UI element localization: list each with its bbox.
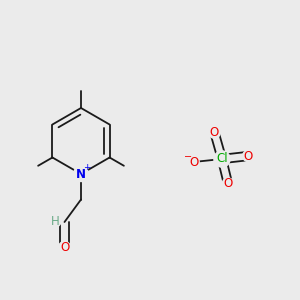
Circle shape	[214, 151, 230, 167]
Circle shape	[74, 167, 88, 182]
Text: Cl: Cl	[216, 152, 228, 166]
Circle shape	[188, 156, 199, 168]
Text: +: +	[83, 164, 91, 172]
Circle shape	[243, 150, 254, 162]
Text: O: O	[189, 155, 198, 169]
Circle shape	[58, 242, 70, 254]
Text: H: H	[51, 215, 60, 228]
Text: −: −	[184, 152, 192, 162]
Text: O: O	[210, 126, 219, 139]
Circle shape	[222, 178, 234, 189]
Circle shape	[50, 216, 61, 227]
Text: O: O	[60, 241, 69, 254]
Text: O: O	[224, 177, 232, 190]
Text: N: N	[76, 167, 86, 181]
Text: O: O	[244, 149, 253, 163]
Circle shape	[209, 127, 220, 138]
